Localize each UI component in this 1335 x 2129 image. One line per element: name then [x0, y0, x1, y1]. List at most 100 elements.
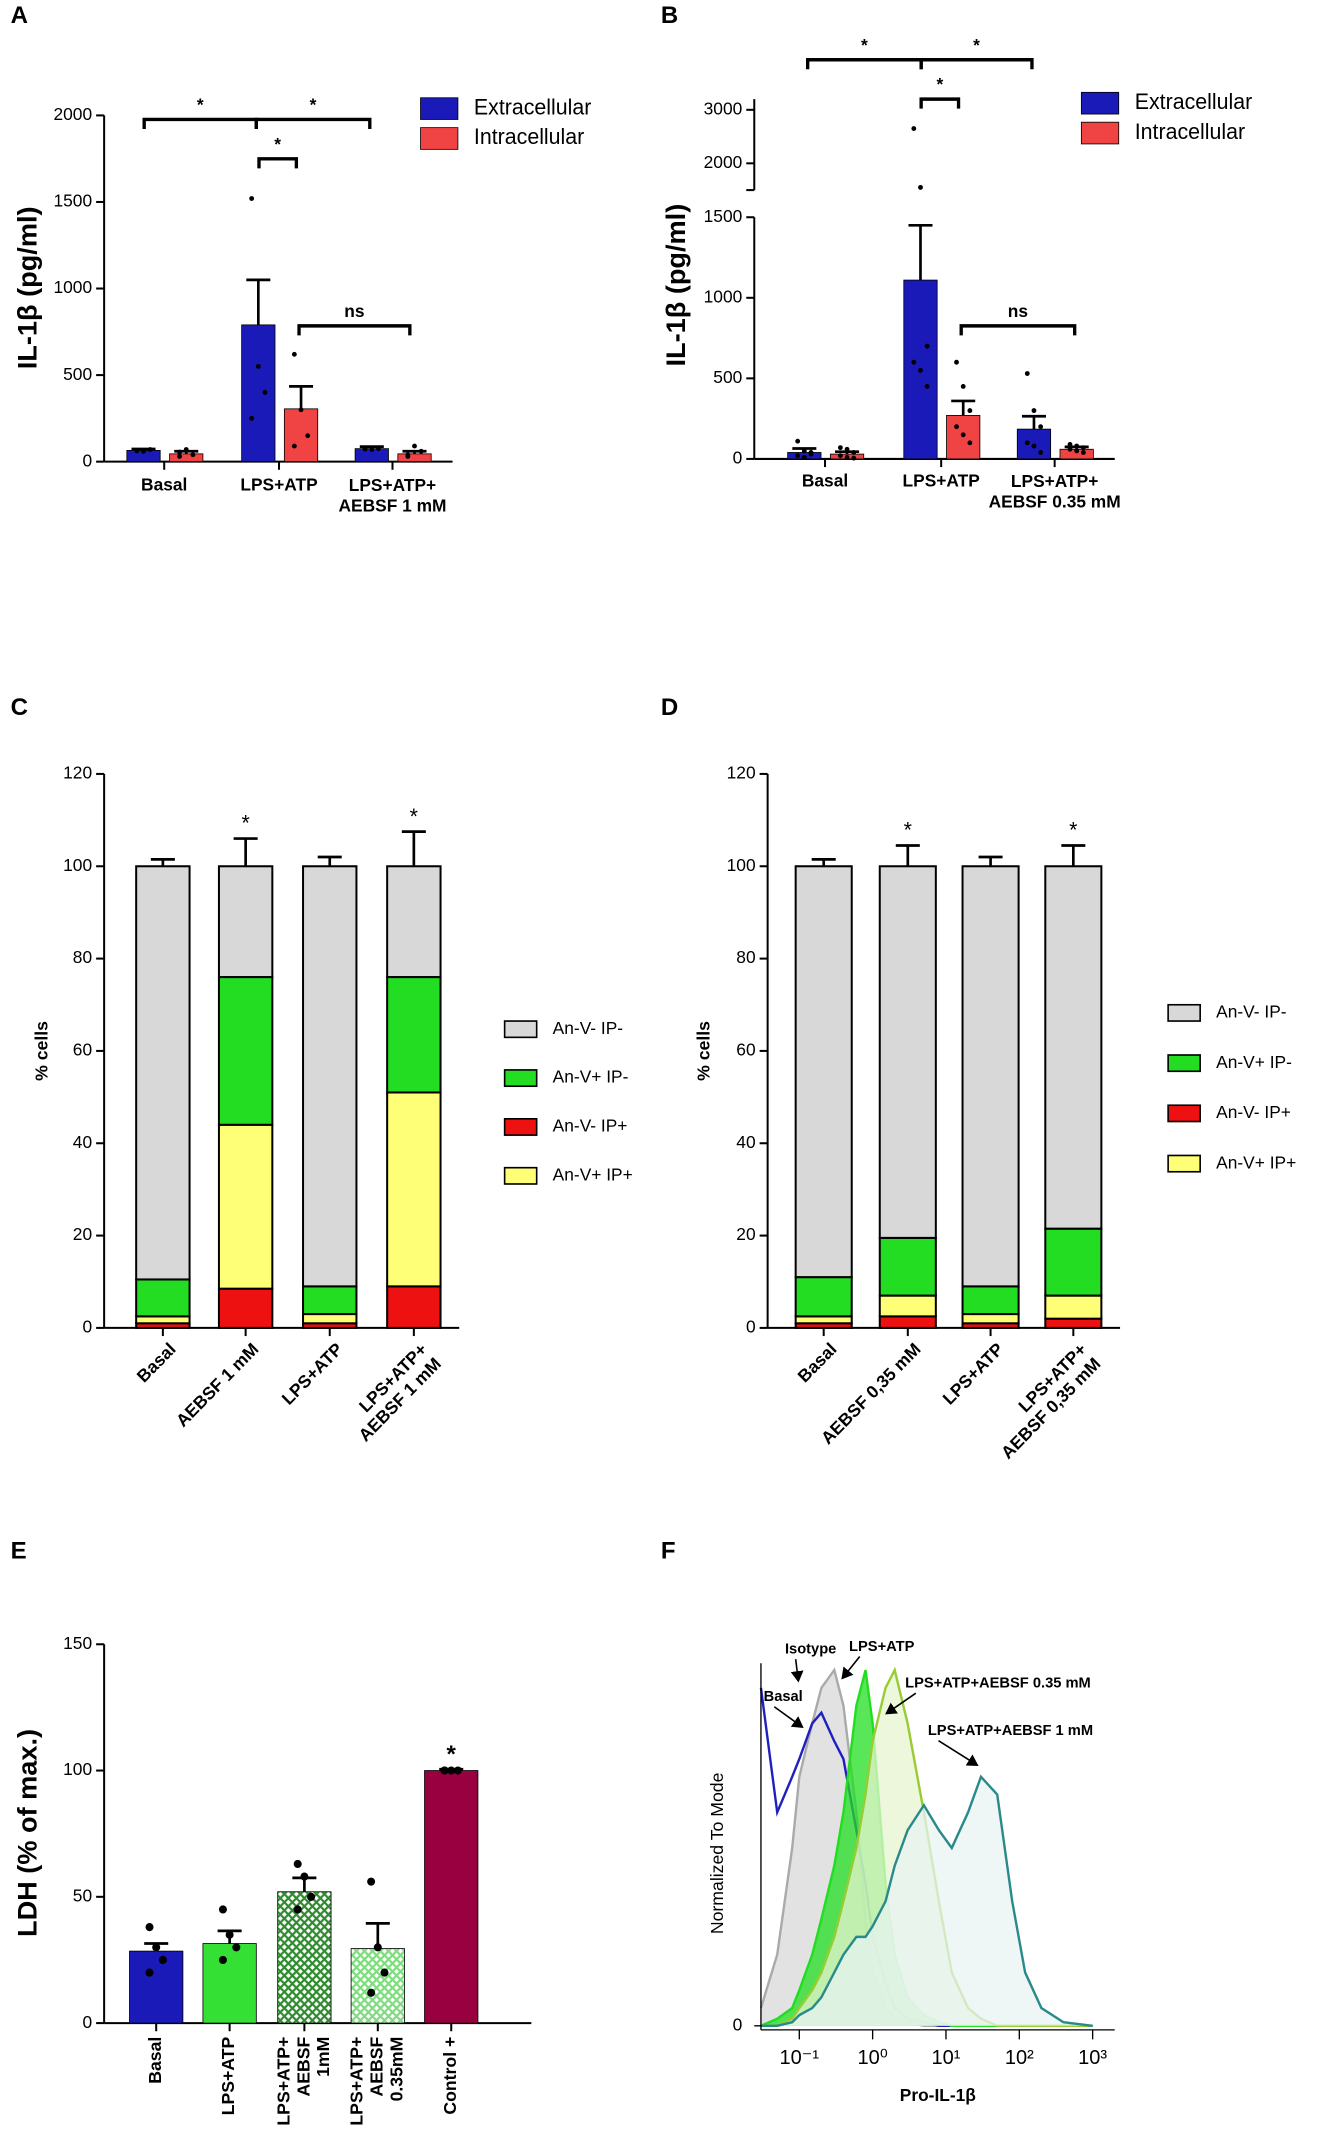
data-point — [1038, 424, 1044, 430]
y-tick-label: 0 — [82, 450, 92, 470]
x-tick-label: LPS+ATP+AEBSF1mM — [273, 2036, 333, 2125]
legend-label: Intracellular — [474, 125, 584, 149]
y-tick-label: 100 — [63, 1759, 92, 1779]
histogram-annotation: Isotype — [785, 1642, 836, 1658]
data-point — [291, 351, 297, 357]
panel-letter: A — [11, 2, 28, 29]
bar-segment — [794, 1315, 853, 1325]
y-tick-label: 100 — [727, 855, 756, 875]
data-point — [844, 446, 850, 452]
y-tick-label: 100 — [63, 855, 92, 875]
data-point — [218, 1955, 227, 1965]
data-point — [218, 1905, 227, 1914]
data-point — [1080, 445, 1086, 451]
y-tick-label: 0 — [733, 2014, 743, 2034]
data-point — [447, 1766, 456, 1775]
bar-segment — [878, 1315, 937, 1329]
bar-segment — [386, 1285, 442, 1329]
data-point — [918, 184, 923, 190]
data-point — [183, 447, 189, 452]
data-point — [1024, 371, 1030, 376]
legend-swatch — [503, 1069, 538, 1088]
y-tick-label: 1000 — [704, 286, 743, 306]
legend-swatch — [1167, 1154, 1201, 1173]
significance-bracket — [254, 117, 372, 129]
data-point — [795, 453, 801, 459]
data-point — [255, 363, 261, 369]
significance-label: ns — [1008, 301, 1029, 321]
y-axis-label: Normalized To Mode — [707, 1773, 727, 1935]
data-point — [1067, 441, 1073, 447]
bar — [241, 324, 276, 463]
y-tick-label: 20 — [73, 1224, 93, 1244]
data-point — [369, 447, 375, 452]
legend-swatch — [420, 97, 459, 120]
data-point — [367, 1877, 376, 1886]
histogram-line — [760, 1774, 1093, 2028]
data-point — [837, 453, 843, 459]
histogram-fill — [760, 1776, 1093, 2026]
bar — [350, 1948, 405, 2024]
data-point — [152, 1943, 161, 1952]
data-point — [380, 1968, 389, 1977]
data-point — [262, 389, 268, 395]
x-tick-label: Control + — [440, 2037, 460, 2115]
y-tick-label: 80 — [73, 947, 93, 967]
x-tick-label: LPS+ATP — [240, 475, 318, 495]
legend-label: An-V- IP- — [1216, 1001, 1287, 1021]
x-tick-label: LPS+ATP+AEBSF 1 mM — [338, 475, 446, 515]
data-point — [924, 343, 930, 349]
legend-label: An-V+ IP+ — [1216, 1152, 1296, 1172]
significance-label: * — [936, 74, 943, 94]
legend-swatch — [503, 1166, 538, 1185]
significance-label: * — [861, 35, 868, 55]
x-tick-label: 10³ — [1078, 2047, 1107, 2069]
bar-segment — [1044, 1227, 1103, 1297]
data-point — [954, 424, 959, 430]
y-tick-label: 0 — [82, 1316, 92, 1336]
bar — [397, 453, 432, 463]
bar-segment — [217, 1123, 274, 1290]
y-tick-label: 0 — [82, 2012, 92, 2032]
data-point — [362, 446, 368, 452]
y-tick-label: 2000 — [704, 152, 743, 172]
data-point — [1074, 443, 1080, 449]
significance-label: * — [410, 805, 419, 829]
bar — [277, 1891, 332, 2024]
bar-segment — [217, 1287, 274, 1329]
data-point — [134, 448, 140, 454]
legend-label: An-V+ IP- — [1216, 1052, 1292, 1072]
data-point — [158, 1955, 167, 1965]
y-tick-label: 500 — [713, 367, 742, 387]
y-tick-label: 60 — [73, 1039, 93, 1059]
y-tick-label: 1500 — [704, 206, 743, 226]
bar-segment — [302, 865, 358, 1288]
bar-segment — [961, 1313, 1020, 1325]
data-point — [911, 126, 917, 131]
y-axis-label: IL-1β (pg/ml) — [661, 204, 691, 367]
data-point — [801, 454, 807, 460]
data-point — [851, 455, 857, 461]
y-tick-label: 60 — [736, 1039, 756, 1059]
bar — [169, 453, 204, 463]
data-point — [405, 452, 411, 458]
x-tick-label: LPS+ATP+ AEBSF 0.35 mM — [989, 471, 1121, 511]
data-point — [795, 438, 801, 444]
histogram-annotation: LPS+ATP — [849, 1639, 914, 1655]
data-point — [249, 196, 255, 201]
legend-label: An-V+ IP- — [553, 1067, 629, 1087]
data-point — [367, 1988, 376, 1997]
data-point — [298, 407, 304, 413]
panel-letter: E — [11, 1537, 27, 1564]
y-tick-label: 1000 — [54, 277, 93, 297]
data-point — [911, 359, 917, 365]
legend-swatch — [1080, 121, 1120, 145]
x-tick-label: 10⁰ — [857, 2047, 887, 2069]
data-point — [967, 408, 973, 414]
y-tick-label: 50 — [73, 1885, 93, 1905]
bar-segment — [961, 1285, 1020, 1316]
annotation-arrow — [773, 1706, 804, 1729]
bar-segment — [217, 976, 274, 1126]
bar-segment — [1044, 865, 1103, 1230]
bar-segment — [878, 1236, 937, 1297]
